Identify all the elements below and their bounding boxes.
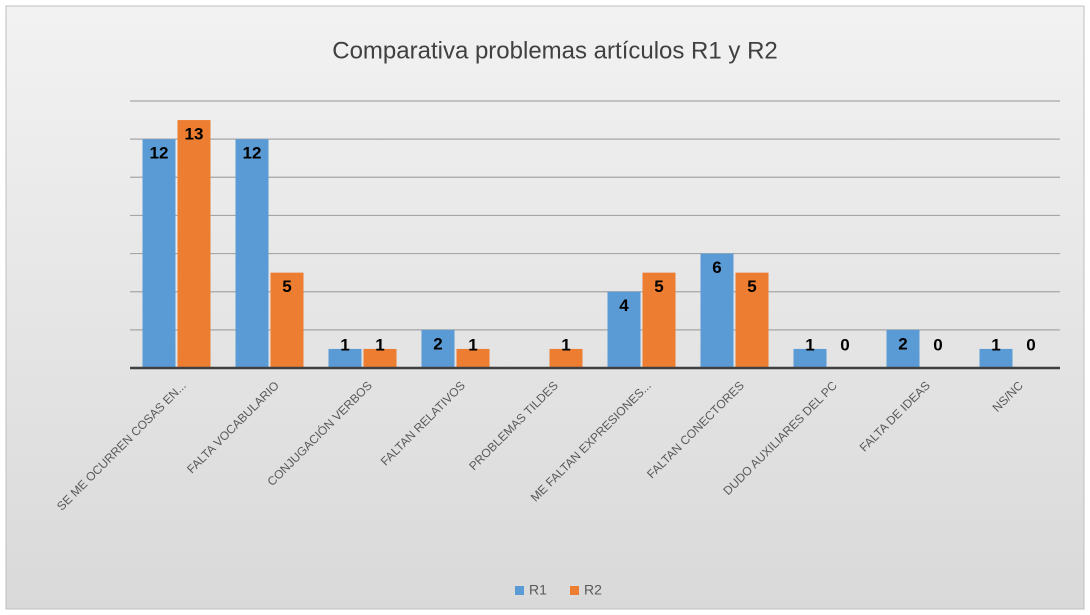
data-label: 5 — [747, 277, 756, 296]
bar — [235, 139, 269, 368]
data-label: 0 — [933, 335, 942, 354]
data-label: 2 — [898, 334, 907, 353]
bar — [270, 272, 304, 368]
legend-swatch — [570, 586, 579, 595]
data-label: 1 — [375, 335, 384, 354]
data-label: 1 — [561, 335, 570, 354]
bar — [142, 139, 176, 368]
data-label: 12 — [150, 144, 169, 163]
data-label: 5 — [282, 277, 291, 296]
legend-label: R2 — [584, 582, 602, 598]
bar — [735, 272, 769, 368]
legend-label: R1 — [529, 582, 547, 598]
data-label: 1 — [340, 335, 349, 354]
bar — [177, 120, 211, 368]
data-label: 12 — [243, 144, 262, 163]
data-label: 2 — [433, 334, 442, 353]
bar — [979, 348, 1013, 368]
bar — [549, 348, 583, 368]
bar — [642, 272, 676, 368]
bar — [700, 253, 734, 368]
data-label: 4 — [619, 296, 629, 315]
bar — [607, 291, 641, 368]
bar — [886, 329, 920, 368]
data-label: 0 — [1026, 335, 1035, 354]
data-label: 0 — [840, 335, 849, 354]
bar — [793, 348, 827, 368]
data-label: 1 — [991, 335, 1000, 354]
bar — [421, 329, 455, 368]
data-label: 13 — [185, 125, 204, 144]
data-label: 5 — [654, 277, 663, 296]
data-label: 1 — [805, 335, 814, 354]
bar — [456, 348, 490, 368]
chart-title: Comparativa problemas artículos R1 y R2 — [332, 37, 778, 64]
bar — [363, 348, 397, 368]
bar — [328, 348, 362, 368]
legend-swatch — [515, 586, 524, 595]
data-label: 6 — [712, 258, 721, 277]
data-label: 1 — [468, 335, 477, 354]
